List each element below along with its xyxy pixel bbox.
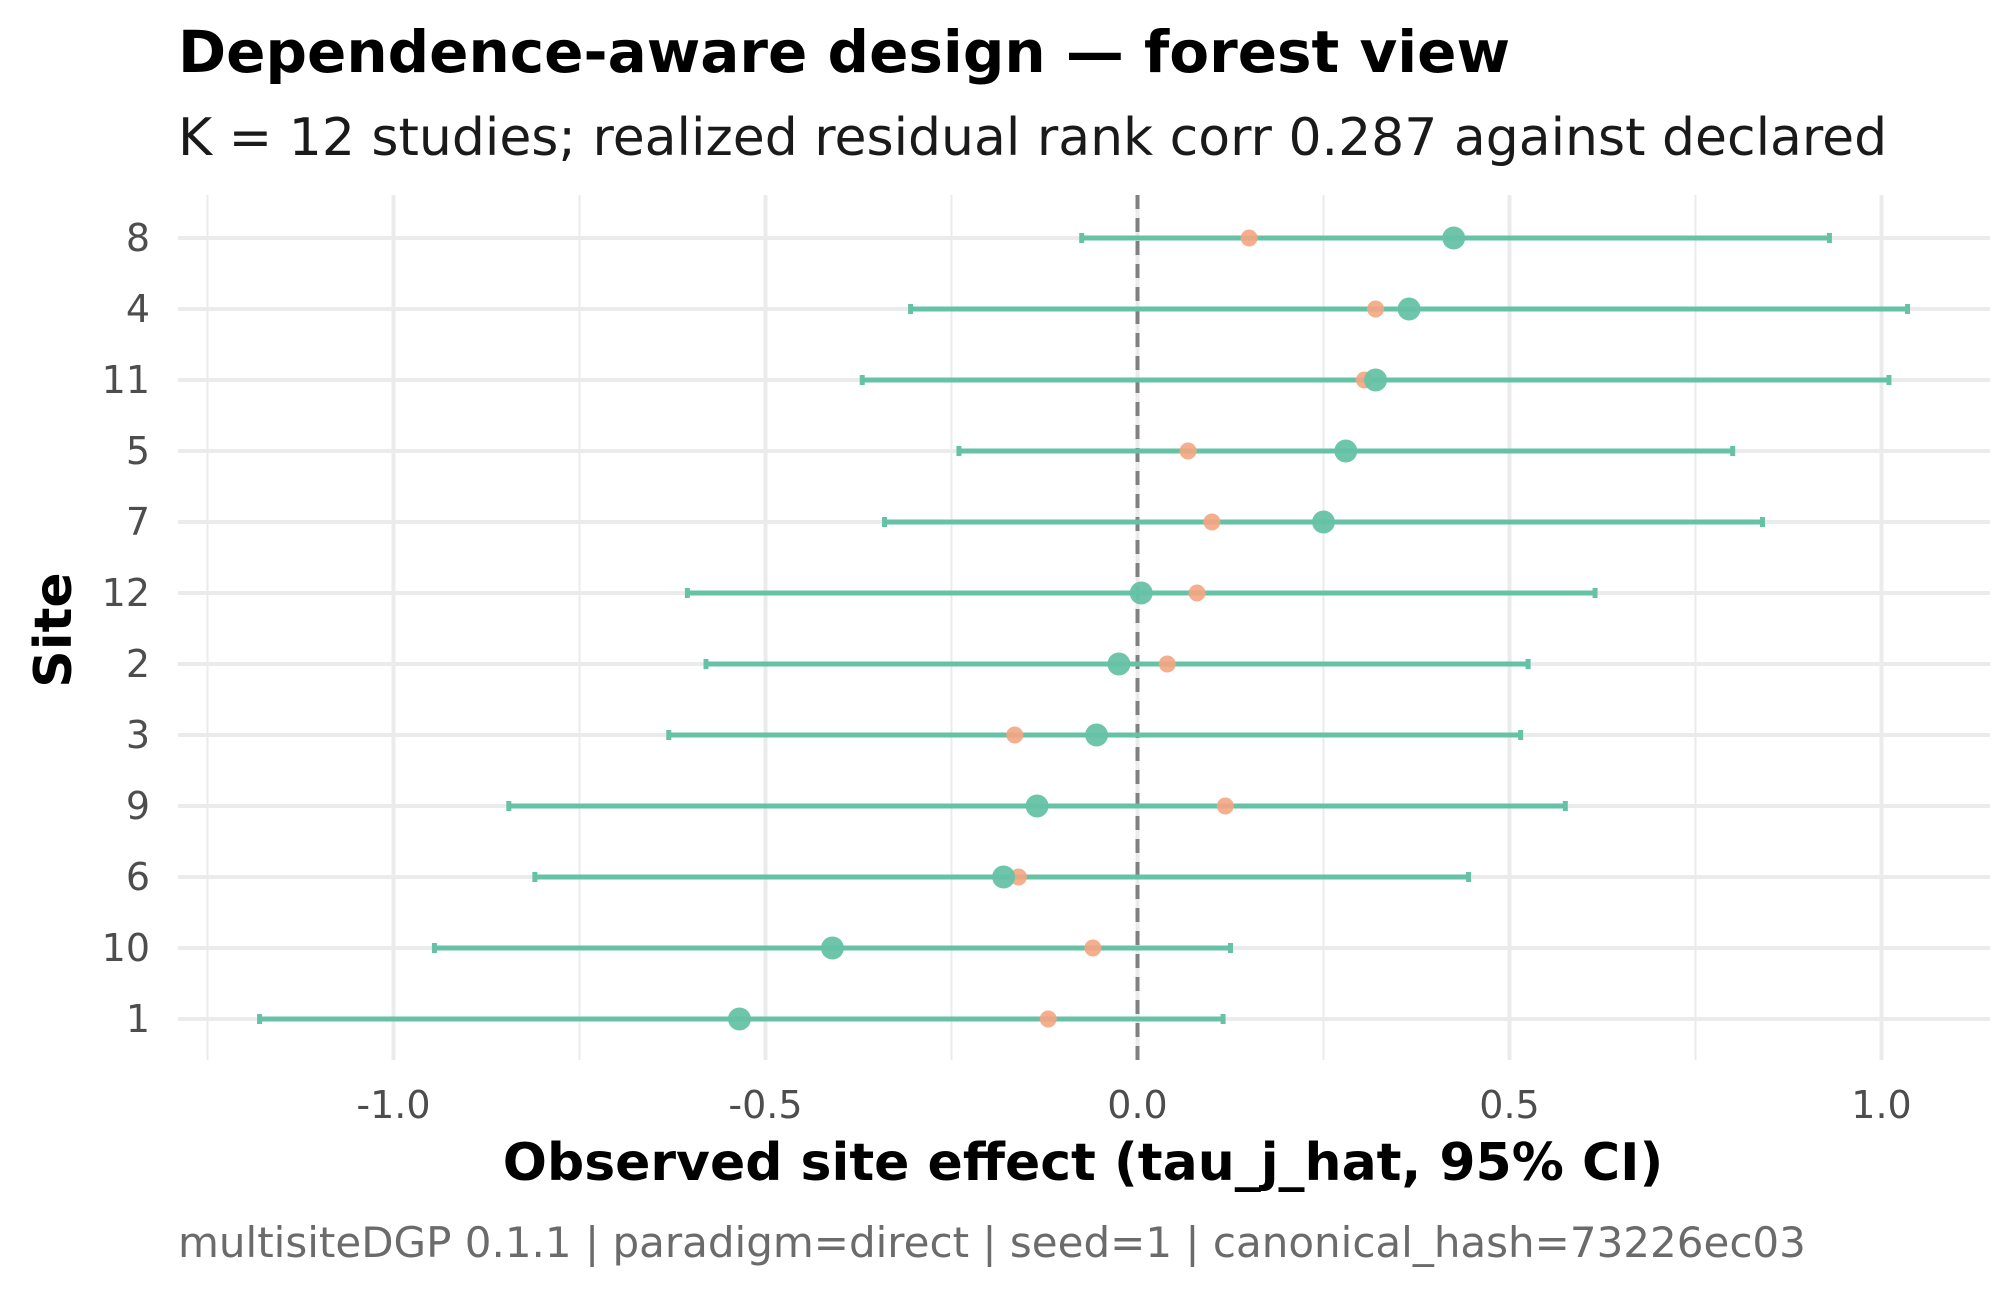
y-tick-label: 4 — [126, 287, 150, 331]
y-tick-label: 8 — [126, 216, 150, 260]
observed-effect-point — [1364, 368, 1388, 392]
y-tick-label: 2 — [126, 642, 150, 686]
observed-effect-point — [1129, 581, 1153, 605]
y-tick-label: 12 — [102, 571, 150, 615]
x-tick-label: -1.0 — [356, 1083, 430, 1127]
site-row — [684, 581, 1598, 605]
y-tick-label: 7 — [126, 500, 150, 544]
x-tick-label: 1.0 — [1851, 1083, 1911, 1127]
site-row — [703, 652, 1531, 676]
grid — [178, 195, 1990, 1060]
observed-effect-point — [1025, 794, 1049, 818]
observed-effect-point — [1442, 226, 1466, 250]
true-effect-point — [1188, 584, 1206, 602]
observed-effect-point — [1107, 652, 1131, 676]
true-effect-point — [1240, 229, 1258, 247]
site-row — [257, 1007, 1226, 1031]
y-tick-label: 1 — [126, 997, 150, 1041]
observed-effect-point — [727, 1007, 751, 1031]
site-row — [1079, 226, 1832, 250]
site-row — [532, 865, 1472, 889]
y-tick-label: 3 — [126, 713, 150, 757]
y-axis-ticks: 8 4 11 5 7 12 2 3 9 6 10 1 — [102, 216, 150, 1041]
y-tick-label: 9 — [126, 784, 150, 828]
true-effect-point — [1084, 939, 1102, 957]
site-row — [908, 297, 1911, 321]
true-effect-point — [1203, 513, 1221, 531]
site-row — [666, 723, 1524, 747]
observed-effect-point — [1397, 297, 1421, 321]
true-effect-point — [1039, 1010, 1057, 1028]
observed-effect-point — [1085, 723, 1109, 747]
x-tick-label: 0.5 — [1479, 1083, 1539, 1127]
observed-effect-point — [992, 865, 1016, 889]
series-layer — [257, 226, 1911, 1031]
x-axis-label: Observed site effect (tau_j_hat, 95% CI) — [503, 1133, 1663, 1193]
y-tick-label: 10 — [102, 926, 150, 970]
true-effect-point — [1006, 726, 1024, 744]
observed-effect-point — [1334, 439, 1358, 463]
x-axis-ticks: -1.0 -0.5 0.0 0.5 1.0 — [356, 1083, 1911, 1127]
observed-effect-point — [820, 936, 844, 960]
site-row — [506, 794, 1568, 818]
site-row — [431, 936, 1233, 960]
true-effect-point — [1179, 442, 1197, 460]
x-tick-label: -0.5 — [728, 1083, 802, 1127]
chart-title: Dependence-aware design — forest view — [178, 18, 1510, 86]
y-tick-label: 6 — [126, 855, 150, 899]
true-effect-point — [1158, 655, 1176, 673]
site-row — [882, 510, 1765, 534]
x-tick-label: 0.0 — [1107, 1083, 1167, 1127]
true-effect-point — [1216, 797, 1234, 815]
observed-effect-point — [1312, 510, 1335, 534]
site-row — [859, 368, 1892, 392]
y-tick-label: 5 — [126, 429, 150, 473]
y-tick-label: 11 — [102, 358, 150, 402]
chart-caption: multisiteDGP 0.1.1 | paradigm=direct | s… — [178, 1218, 1806, 1267]
chart-subtitle: K = 12 studies; realized residual rank c… — [178, 108, 1887, 168]
site-row — [956, 439, 1736, 463]
true-effect-point — [1367, 300, 1385, 318]
y-axis-label: Site — [24, 572, 84, 687]
